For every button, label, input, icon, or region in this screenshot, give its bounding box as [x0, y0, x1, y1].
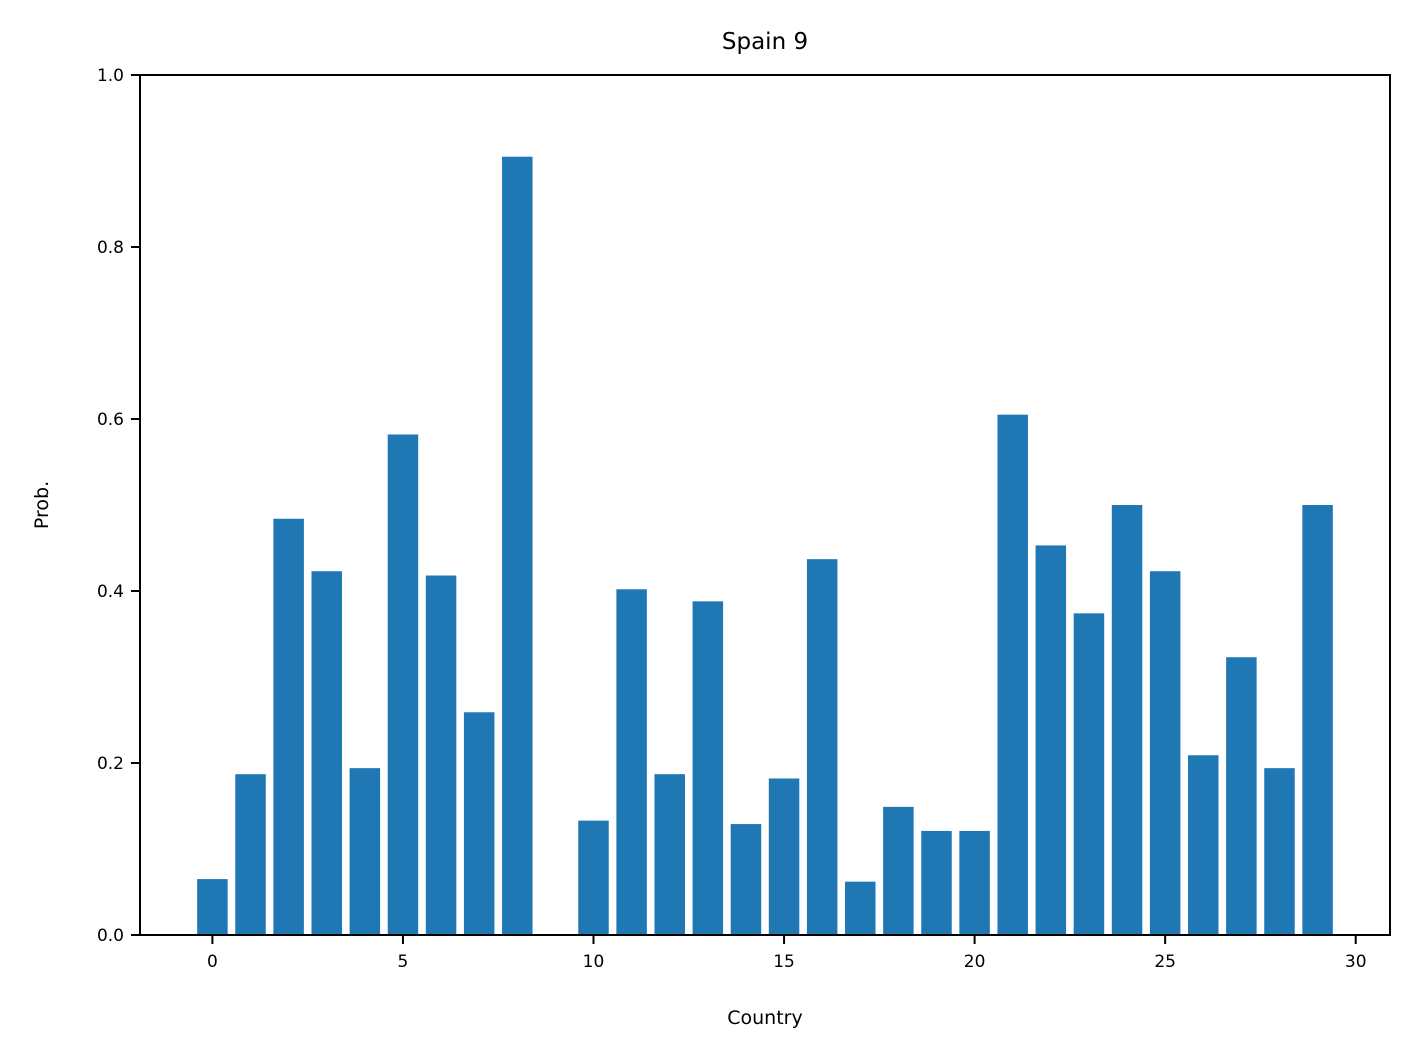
bar-18: [883, 806, 914, 935]
bar-7: [463, 712, 495, 935]
y-tick-label: 0.0: [97, 926, 124, 946]
x-axis-ticks: 0 5 10 15 20 25 30: [207, 935, 1367, 972]
bar-17: [845, 881, 876, 935]
y-axis-ticks: 0.0 0.2 0.4 0.6 0.8 1.0: [97, 66, 140, 946]
bar-12: [654, 774, 685, 935]
bar-20: [959, 830, 990, 935]
bar-8: [502, 156, 533, 935]
x-tick-label: 0: [207, 952, 218, 972]
bar-29: [1302, 505, 1333, 935]
x-axis-label: Country: [727, 1007, 802, 1029]
bar-27: [1226, 657, 1257, 935]
y-tick-label: 0.4: [97, 582, 124, 602]
bar-22: [1035, 545, 1067, 935]
bar-14: [730, 824, 762, 935]
chart-title: Spain 9: [722, 29, 808, 55]
plot-frame: [139, 74, 1391, 936]
x-tick-label: 10: [583, 952, 605, 972]
bar-1: [235, 774, 266, 935]
x-tick-label: 30: [1345, 952, 1367, 972]
bar-21: [997, 414, 1028, 935]
bar-26: [1188, 755, 1219, 935]
x-tick-label: 20: [964, 952, 986, 972]
bar-6: [425, 575, 457, 935]
x-tick-label: 5: [398, 952, 409, 972]
bar-5: [387, 434, 419, 935]
y-tick-label: 1.0: [97, 66, 124, 86]
bar-15: [768, 778, 800, 935]
y-tick-label: 0.6: [97, 410, 124, 430]
bar-19: [921, 830, 952, 935]
y-tick-label: 0.2: [97, 754, 124, 774]
bar-2: [273, 518, 304, 935]
bar-25: [1149, 571, 1181, 935]
bar-0: [197, 879, 228, 935]
bar-28: [1264, 768, 1295, 935]
bar-23: [1073, 613, 1105, 935]
bar-10: [578, 820, 609, 935]
y-axis-label: Prob.: [31, 481, 53, 529]
x-tick-label: 15: [773, 952, 795, 972]
bars-group: [197, 156, 1333, 935]
y-tick-label: 0.8: [97, 238, 124, 258]
bar-11: [616, 589, 647, 935]
bar-16: [806, 559, 838, 935]
bar-3: [311, 571, 342, 935]
bar-4: [349, 768, 381, 935]
bar-24: [1111, 505, 1143, 935]
x-tick-label: 25: [1154, 952, 1176, 972]
bar-13: [692, 601, 724, 935]
